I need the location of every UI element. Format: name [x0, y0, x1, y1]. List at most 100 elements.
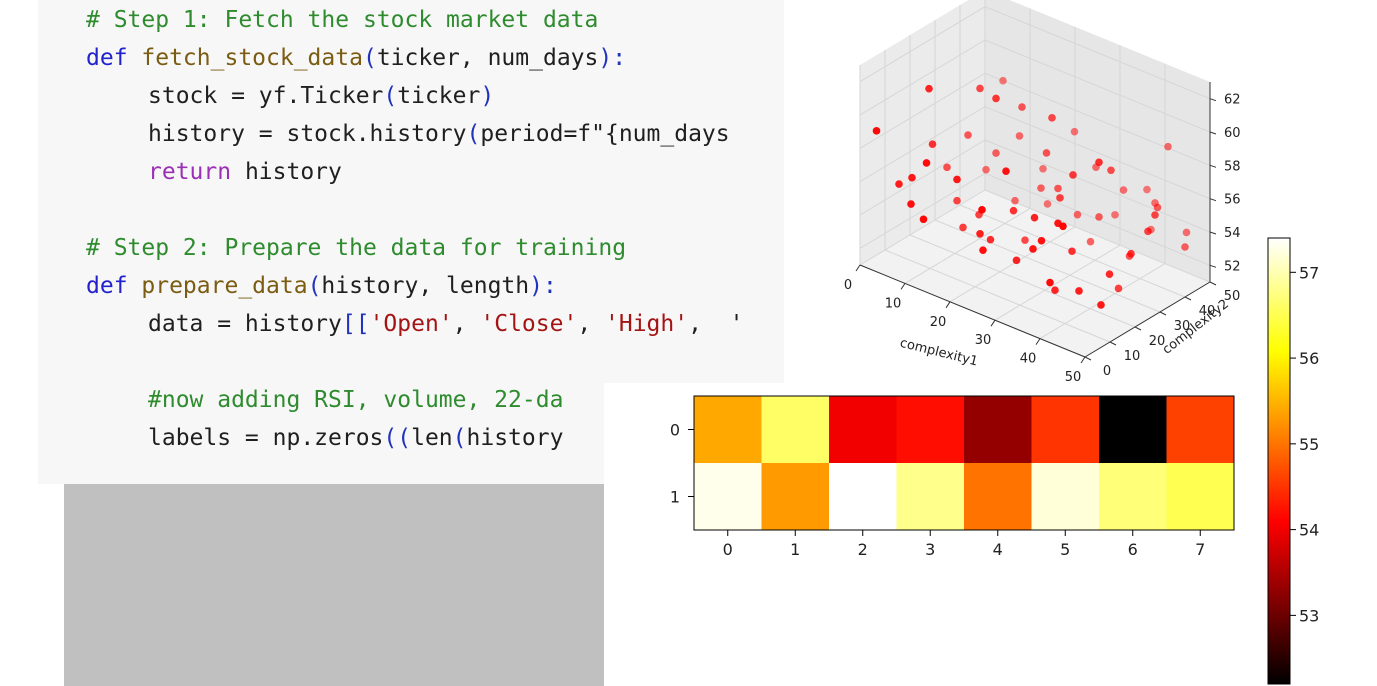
colorbar-gradient: [1267, 237, 1291, 685]
grid-line: [1039, 263, 1166, 340]
code-line: def fetch_stock_data(ticker, num_days):: [86, 43, 626, 73]
code-token: len: [411, 425, 453, 451]
scatter-point: [1037, 184, 1045, 192]
code-token: ticker, num_days: [376, 45, 599, 71]
code-token: 'Open': [369, 311, 453, 337]
heatmap-cell: [1099, 396, 1167, 464]
scatter-point: [943, 163, 951, 172]
scatter-point: [1114, 284, 1123, 293]
colorbar-tick-label: 57: [1299, 263, 1319, 282]
y-tick-mark: [1184, 296, 1192, 301]
heatmap-cell: [761, 396, 830, 464]
grid-line: [859, 39, 986, 116]
code-token: (: [362, 45, 377, 71]
x-tick-mark: [1080, 356, 1086, 364]
scatter-point: [1009, 206, 1018, 215]
y-tick-label: 30: [1174, 319, 1191, 334]
heatmap-x-tick-label: 6: [1128, 540, 1138, 559]
scatter-point: [872, 127, 881, 135]
code-line: def prepare_data(history, length):: [86, 271, 557, 301]
grid-line: [949, 226, 1076, 303]
x-tick-label: 30: [975, 333, 992, 348]
scatter-point: [1015, 132, 1024, 140]
scatter-point: [1069, 171, 1077, 179]
scatter-point: [992, 149, 1000, 157]
code-editor[interactable]: # Step 1: Fetch the stock market data def…: [38, 0, 784, 484]
heatmap-cell: [694, 463, 762, 531]
scatter-point: [1097, 301, 1105, 309]
scatter-point: [1182, 228, 1191, 237]
grid-line: [984, 106, 1211, 200]
code-token: 'High': [605, 311, 689, 337]
scatter-point: [979, 246, 987, 254]
heatmap-cell: [1166, 463, 1235, 531]
y-tick-label: 40: [1199, 304, 1216, 319]
x-axis-line: [859, 264, 1086, 358]
scatter-point: [1051, 286, 1059, 295]
floor-pane: [860, 190, 1210, 357]
scatter-point: [1164, 142, 1172, 151]
code-token: # Step 2: Prepare the data for training: [86, 235, 627, 261]
x-tick-mark: [900, 283, 906, 290]
code-token: def: [86, 273, 142, 299]
colorbar-tick-label: 56: [1299, 349, 1319, 368]
code-line: return history: [148, 157, 342, 187]
scatter3d-chart: 0 10 20 30 40 50 0 10 20 30 40 50 52 54 56 58 60 62 compl…: [844, 0, 1240, 385]
scatter-point: [1119, 186, 1128, 194]
x-tick-label: 50: [1065, 370, 1082, 385]
z-tick-mark: [1209, 231, 1217, 235]
code-token: ((: [383, 425, 412, 451]
code-token: stock = yf.Ticker: [148, 83, 384, 109]
code-token: ):: [529, 273, 557, 299]
heatmap-cell: [1031, 463, 1100, 531]
grid-line: [984, 189, 1211, 283]
code-token: ticker: [397, 83, 481, 109]
heatmap-x-tick-label: 2: [858, 540, 868, 559]
scatter3d-xlabel: complexity1: [898, 336, 979, 370]
scatter-point: [986, 235, 995, 244]
y-axis-line: [1084, 281, 1211, 358]
scatter-point: [1021, 236, 1029, 244]
scatter-point: [1059, 222, 1067, 231]
heatmap-x-tick-label: 3: [925, 540, 935, 559]
scatter-point: [1039, 164, 1047, 173]
code-token: return: [148, 159, 245, 185]
code-token: labels = np.zeros: [148, 425, 384, 451]
heatmap-cell: [1031, 396, 1100, 464]
heatmap-y-tick-label: 1: [670, 488, 680, 507]
z-tick-mark: [1209, 264, 1217, 268]
scatter-point: [1095, 213, 1103, 221]
scatter3d-ticks: 0 10 20 30 40 50 0 10 20 30 40 50 52 54 56 58 60 62: [844, 93, 1240, 385]
grid-line: [884, 249, 1111, 343]
x-tick-mark: [945, 301, 951, 309]
heatmap-cell: [1166, 396, 1235, 464]
code-token: (: [307, 273, 322, 299]
scatter-point: [953, 196, 961, 205]
heatmap-cell: [964, 463, 1032, 531]
x-tick-mark: [855, 264, 861, 272]
scatter-point: [1105, 270, 1114, 278]
heatmap-y-tick-label: 0: [670, 421, 680, 440]
colorbar-tick-label: 55: [1299, 435, 1319, 454]
scatter-point: [1029, 245, 1037, 253]
scatter-point: [978, 206, 986, 214]
scatter-point: [1056, 194, 1064, 202]
scatter3d-points: [872, 76, 1191, 309]
scatter-point: [1111, 211, 1119, 219]
code-token: [[: [341, 311, 370, 337]
z-tick-label: 52: [1224, 259, 1240, 274]
y-tick-mark: [1109, 341, 1117, 346]
code-token: ):: [598, 45, 627, 71]
scatter-point: [1046, 278, 1054, 287]
scatter-point: [1043, 200, 1052, 208]
code-line: labels = np.zeros((len(history: [148, 423, 563, 453]
heatmap-cell: [896, 396, 965, 464]
code-token: # Step 1: Fetch the stock market data: [86, 7, 599, 33]
code-token: ): [480, 83, 495, 109]
y-tick-label: 0: [1103, 364, 1111, 379]
x-tick-label: 20: [930, 315, 947, 330]
scatter-point: [1107, 166, 1115, 175]
scatter-point: [1070, 127, 1079, 136]
scatter-point: [922, 159, 931, 167]
scatter-point: [919, 215, 928, 224]
